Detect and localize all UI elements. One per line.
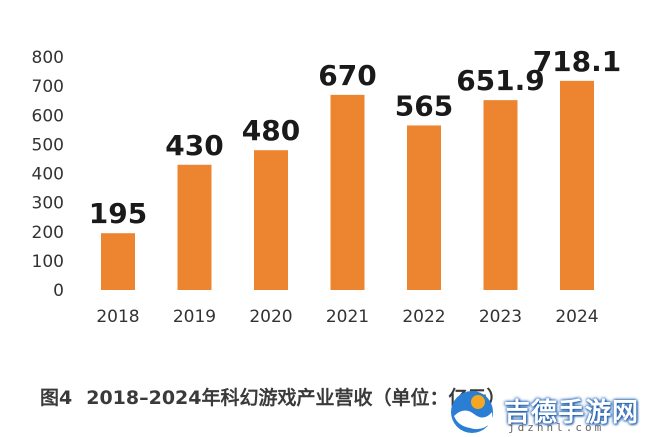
- watermark-brand: 吉德手游网: [504, 398, 640, 428]
- data-label-2021: 670: [318, 59, 376, 92]
- data-label-2023: 651.9: [456, 64, 545, 97]
- bar-2019: [177, 164, 212, 290]
- x-tick-label-2018: 2018: [96, 307, 139, 327]
- figure-title: 2018–2024年科幻游戏产业营收（单位：亿元）: [86, 387, 506, 409]
- data-label-2024: 718.1: [533, 45, 622, 78]
- bar-2022: [407, 125, 441, 290]
- y-tick-label: 500: [32, 135, 64, 155]
- x-tick-label-2020: 2020: [249, 307, 292, 327]
- data-label-2022: 565: [395, 89, 453, 122]
- x-tick-label-2023: 2023: [479, 307, 522, 327]
- x-tick-label-2024: 2024: [555, 307, 598, 327]
- bar-2021: [330, 94, 365, 290]
- bars: [101, 80, 594, 290]
- y-tick-label: 200: [32, 223, 64, 243]
- y-tick-label: 100: [32, 252, 64, 272]
- bar-2020: [254, 150, 288, 290]
- bar-2018: [101, 233, 135, 290]
- y-tick-label: 0: [53, 281, 64, 301]
- y-axis: 0 100 200 300 400 500 600 700 800: [32, 48, 64, 301]
- watermark-url: jdzhnl.com: [508, 421, 605, 434]
- y-tick-label: 400: [32, 165, 64, 185]
- watermark: 吉德手游网 jdzhnl.com: [442, 388, 648, 437]
- x-tick-label-2019: 2019: [173, 307, 216, 327]
- y-tick-label: 300: [32, 194, 64, 214]
- data-label-2020: 480: [242, 114, 300, 147]
- data-label-2018: 195: [89, 197, 147, 230]
- data-label-2019: 430: [165, 129, 223, 162]
- watermark-logo-icon: [451, 391, 493, 433]
- y-tick-label: 600: [32, 106, 64, 126]
- bar-2023: [483, 100, 518, 290]
- y-tick-label: 700: [32, 77, 64, 97]
- y-tick-label: 800: [32, 48, 64, 68]
- x-axis: 2018 2019 2020 2021 2022 2023 2024: [96, 307, 598, 327]
- bar-2024: [560, 80, 594, 290]
- figure-caption: 图4 2018–2024年科幻游戏产业营收（单位：亿元）: [40, 380, 506, 416]
- x-tick-label-2021: 2021: [326, 307, 369, 327]
- x-tick-label-2022: 2022: [402, 307, 445, 327]
- figure-number: 图4: [40, 387, 73, 409]
